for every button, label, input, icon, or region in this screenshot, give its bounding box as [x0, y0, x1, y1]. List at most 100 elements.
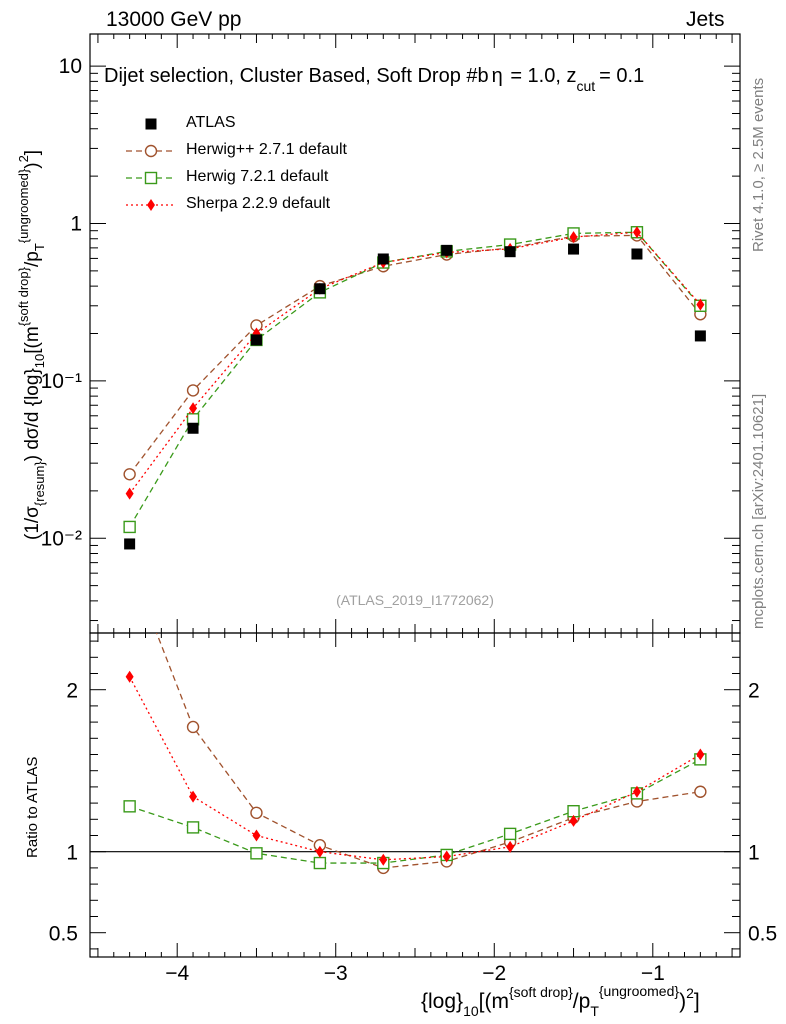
legend-label-sherpa: Sherpa 2.2.9 default — [186, 195, 331, 212]
data-point-sherpa — [632, 226, 641, 239]
ratio-line-herwigpp — [155, 633, 701, 869]
x-axis-label-part: ] — [694, 990, 700, 1013]
data-point-sherpa — [125, 487, 134, 500]
ratio-line-herwig7 — [129, 758, 701, 864]
axes: −4 −3 −2 −1 10⁻² 10⁻¹ 1 10 0.5 0.5 1 1 2 2 Dijet selec… — [16, 34, 777, 1019]
legend-label-atlas: ATLAS — [186, 114, 236, 131]
ratio-point-herwigpp — [186, 720, 200, 734]
x-axis-label-part: T — [590, 1003, 599, 1019]
ratio-point-sherpa — [252, 829, 261, 842]
ratio-tick-label-left: 2 — [66, 680, 78, 703]
ratio-point-herwig7 — [503, 827, 517, 841]
x-tick-label: −3 — [324, 962, 348, 985]
x-axis-label-part: /p — [573, 990, 591, 1013]
ratio-point-herwigpp — [124, 558, 135, 569]
x-tick-label: −2 — [482, 962, 506, 985]
y-axis-label-part: [(m — [22, 326, 43, 353]
ratio-tick-label-right: 0.5 — [748, 923, 777, 946]
data-point-atlas — [314, 283, 326, 295]
x-axis-label-part: 2 — [686, 985, 694, 1001]
y-axis-label-part: 10 — [32, 354, 47, 368]
series-line-herwigpp — [129, 234, 701, 475]
ratio-point-sherpa — [506, 840, 515, 853]
y-axis-label-part: ) dσ/d {log} — [22, 368, 43, 461]
data-point-atlas — [187, 422, 199, 434]
x-tick-label: −4 — [165, 962, 189, 985]
legend-marker-atlas — [145, 118, 157, 130]
y-axis-label-part: 2 — [16, 155, 31, 162]
rivet-version-label: Rivet 4.1.0, ≥ 2.5M events — [750, 77, 767, 252]
ratio-point-sherpa — [189, 790, 198, 803]
ratio-point-sherpa — [442, 850, 451, 863]
x-axis-label-part: {log} — [421, 990, 463, 1013]
ratio-y-axis-label: Ratio to ATLAS — [24, 757, 41, 858]
mcplots-credit-label: mcplots.cern.ch [arXiv:2401.10621] — [750, 393, 767, 629]
x-axis-label-part: {soft drop} — [509, 984, 573, 1000]
ratio-point-herwigpp — [250, 806, 263, 820]
x-axis-label-part: [(m — [479, 990, 509, 1013]
ratio-line-sherpa — [129, 676, 701, 861]
y-tick-label: 10 — [59, 55, 82, 78]
ratio-point-sherpa — [125, 670, 134, 683]
y-tick-label: 10⁻² — [41, 527, 82, 550]
legend-marker-sherpa — [147, 199, 155, 211]
ratio-series-layer — [123, 558, 707, 875]
ratio-point-herwig7 — [123, 800, 136, 813]
ratio-point-herwigpp — [694, 785, 707, 798]
analysis-id-label: (ATLAS_2019_I1772062) — [336, 592, 494, 608]
legend-label-herwig7: Herwig 7.2.1 default — [186, 168, 329, 185]
data-point-herwigpp — [186, 384, 200, 397]
data-point-sherpa — [189, 402, 198, 415]
x-tick-label: −1 — [641, 962, 665, 985]
ratio-tick-label-left: 0.5 — [49, 923, 78, 946]
series-layer — [123, 226, 707, 550]
ratio-point-sherpa — [696, 748, 705, 761]
x-axis-label: {log}10[(m{soft drop}/pT{ungroomed})2] — [421, 983, 700, 1019]
ratio-point-herwig7 — [313, 856, 327, 870]
data-point-atlas — [568, 243, 580, 255]
chart-title-suffix: = 1.0, z — [505, 65, 577, 87]
x-axis-label-part: {ungroomed} — [599, 983, 680, 999]
ratio-tick-label-left: 1 — [66, 842, 78, 865]
x-axis-label-part: 10 — [463, 1003, 479, 1019]
data-point-atlas — [504, 246, 516, 258]
ratio-tick-label-right: 1 — [748, 842, 760, 865]
data-point-atlas — [441, 244, 453, 256]
ratio-tick-label-right: 2 — [748, 680, 760, 703]
chart-title-tail: = 0.1 — [599, 65, 644, 87]
y-axis-label: (1/σ{resum}) dσ/d {log}10[(m{soft drop}/… — [16, 150, 47, 540]
data-point-herwig7 — [123, 520, 136, 534]
y-axis-label-part: ) — [22, 162, 43, 168]
data-point-sherpa — [696, 298, 705, 311]
legend-marker-herwig7 — [144, 171, 158, 185]
y-tick-label: 10⁻¹ — [41, 370, 82, 393]
legend-marker-herwigpp — [144, 144, 158, 158]
legend-label-herwigpp: Herwig++ 2.7.1 default — [186, 141, 347, 158]
beam-label: 13000 GeV pp — [106, 8, 242, 31]
y-axis-label-part: (1/σ — [22, 506, 43, 540]
chart-title-subscript: cut — [576, 78, 595, 94]
data-point-atlas — [694, 330, 706, 342]
data-point-atlas — [250, 334, 262, 346]
y-axis-label-part: {resum} — [32, 461, 47, 506]
y-tick-label: 1 — [70, 212, 82, 235]
ratio-point-sherpa — [315, 845, 324, 858]
series-line-sherpa — [129, 231, 701, 495]
data-point-sherpa — [569, 231, 578, 244]
y-axis-label-part: ] — [22, 150, 43, 155]
legend-markers — [126, 118, 176, 211]
series-line-herwig7 — [129, 231, 701, 528]
category-label: Jets — [686, 8, 725, 31]
data-point-herwigpp — [123, 468, 136, 481]
data-point-atlas — [631, 248, 643, 260]
ratio-point-sherpa — [632, 785, 641, 798]
chart-title: Dijet selection, Cluster Based, Soft Dro… — [104, 65, 644, 94]
x-axis-label-part: ) — [679, 990, 686, 1013]
ratio-point-sherpa — [379, 853, 388, 866]
y-axis-label-part: T — [32, 243, 47, 251]
chart-title-main: Dijet selection, Cluster Based, Soft Dro… — [104, 65, 489, 87]
ratio-point-herwig7 — [250, 847, 263, 860]
data-point-atlas — [124, 538, 136, 550]
y-axis-label-part: {ungroomed} — [16, 168, 31, 243]
